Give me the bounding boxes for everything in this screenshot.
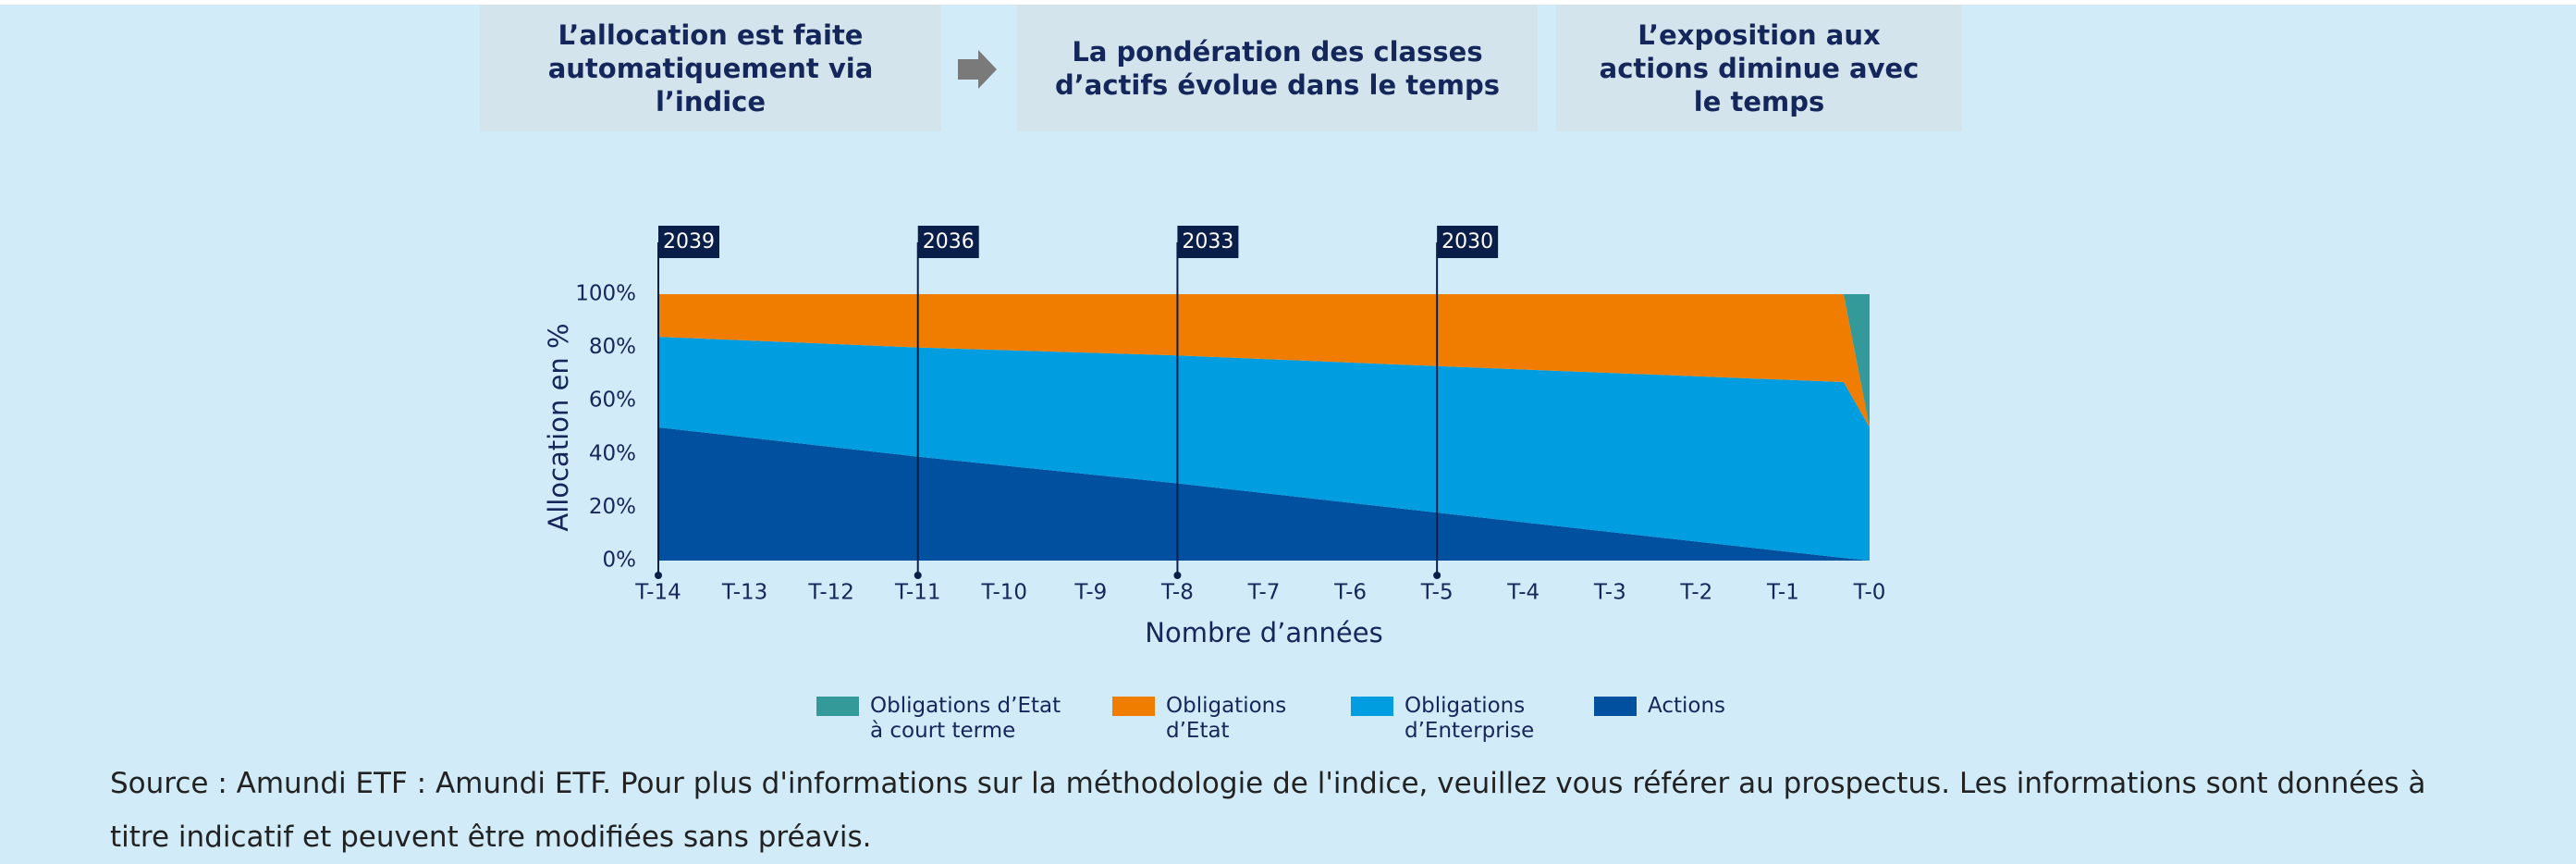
x-tick-label: T-2 bbox=[1679, 581, 1712, 605]
step-box: L’allocation est faite automatiquement v… bbox=[480, 5, 941, 131]
legend-label: Obligations d’Etat à court terme bbox=[870, 694, 1061, 743]
area bbox=[658, 337, 1870, 561]
legend-label: Obligations d’Etat bbox=[1166, 694, 1287, 743]
x-axis-label: Nombre d’années bbox=[1145, 617, 1382, 648]
marker-label: 2033 bbox=[1182, 230, 1233, 253]
marker-dot bbox=[655, 572, 662, 579]
x-tick-label: T-13 bbox=[721, 581, 768, 605]
legend-item: Obligations d’Etat bbox=[1112, 694, 1286, 744]
area bbox=[658, 294, 1870, 427]
y-tick-label: 40% bbox=[589, 441, 636, 465]
marker-label: 2030 bbox=[1441, 230, 1493, 253]
x-tick-label: T-11 bbox=[894, 581, 941, 605]
x-tick-label: T-12 bbox=[807, 581, 854, 605]
y-tick-label: 20% bbox=[589, 495, 636, 519]
top-strip bbox=[0, 0, 2576, 5]
legend-item: Obligations d’Enterprise bbox=[1351, 694, 1534, 744]
x-tick-label: T-10 bbox=[981, 581, 1028, 605]
x-tick-label: T-4 bbox=[1506, 581, 1539, 605]
marker-dot bbox=[1433, 572, 1441, 579]
x-tick-label: T-5 bbox=[1420, 581, 1454, 605]
y-axis-label: Allocation en % bbox=[543, 323, 574, 531]
marker-flag bbox=[658, 226, 719, 258]
legend-item: Actions bbox=[1594, 694, 1725, 719]
legend-swatch bbox=[816, 697, 859, 716]
x-tick-label: T-14 bbox=[634, 581, 681, 605]
x-tick-label: T-1 bbox=[1766, 581, 1799, 605]
legend-swatch bbox=[1351, 697, 1393, 716]
marker-label: 2036 bbox=[923, 230, 975, 253]
y-tick-label: 60% bbox=[589, 389, 636, 413]
arrow bbox=[958, 50, 997, 89]
x-tick-label: T-8 bbox=[1160, 581, 1194, 605]
legend-label: Actions bbox=[1648, 694, 1726, 718]
y-tick-label: 100% bbox=[575, 282, 636, 306]
x-tick-label: T-9 bbox=[1073, 581, 1107, 605]
y-tick-label: 0% bbox=[603, 549, 637, 573]
x-tick-label: T-6 bbox=[1333, 581, 1367, 605]
y-tick-label: 80% bbox=[589, 335, 636, 359]
step-box: L’exposition aux actions diminue avec le… bbox=[1556, 5, 1962, 131]
step-box: La pondération des classes d’actifs évol… bbox=[1017, 5, 1538, 131]
x-tick-label: T-7 bbox=[1247, 581, 1281, 605]
area bbox=[658, 427, 1870, 561]
marker-flag bbox=[1437, 226, 1499, 258]
x-tick-label: T-0 bbox=[1853, 581, 1886, 605]
legend-item: Obligations d’Etat à court terme bbox=[816, 694, 1061, 744]
marker-flag bbox=[917, 226, 979, 258]
source-note: Source : Amundi ETF : Amundi ETF. Pour p… bbox=[110, 767, 2426, 854]
legend-swatch bbox=[1112, 697, 1155, 716]
x-tick-label: T-3 bbox=[1593, 581, 1626, 605]
marker-dot bbox=[914, 572, 922, 579]
marker-label: 2039 bbox=[663, 230, 715, 253]
marker-dot bbox=[1173, 572, 1182, 579]
legend-label: Obligations d’Enterprise bbox=[1405, 694, 1535, 743]
marker-flag bbox=[1177, 226, 1239, 258]
legend-swatch bbox=[1594, 697, 1637, 716]
